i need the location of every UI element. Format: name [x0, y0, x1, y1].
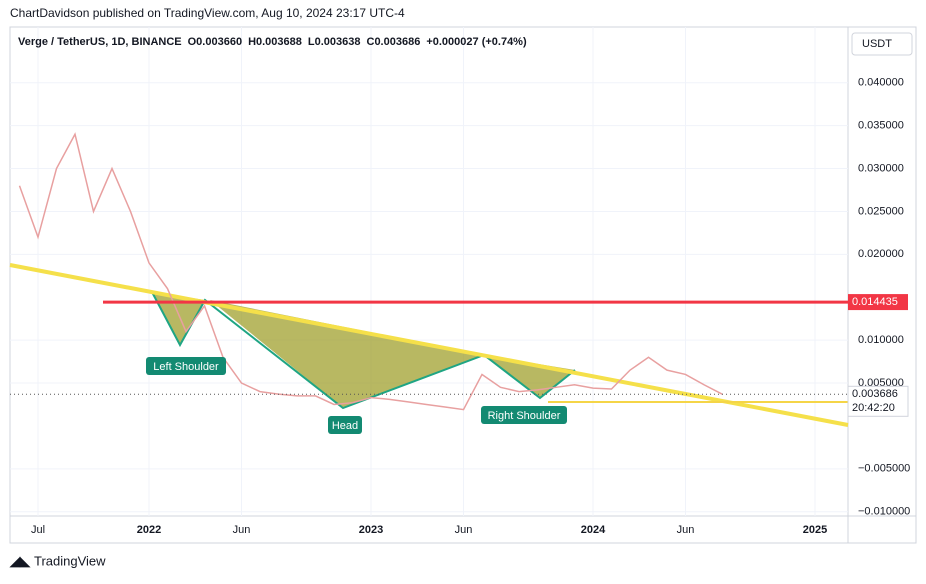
- ohlc-value: +0.000027 (+0.74%): [426, 36, 527, 48]
- legend: Verge / TetherUS, 1D, BINANCE O0.003660 H0…: [18, 36, 527, 48]
- ohlc-value: C0.003686: [367, 36, 421, 48]
- x-tick-label: Jun: [233, 524, 251, 536]
- countdown: 20:42:20: [852, 402, 895, 414]
- left-shoulder-area: [152, 292, 205, 345]
- last-price-label: 0.003686: [852, 388, 898, 400]
- currency-button[interactable]: [851, 32, 913, 56]
- x-tick-label: Jun: [455, 524, 473, 536]
- y-tick-label: 0.010000: [858, 334, 904, 346]
- logo-mark: ◢◣: [9, 553, 31, 568]
- symbol: Verge / TetherUS, 1D, BINANCE: [18, 36, 182, 48]
- ohlc-value: H0.003688: [248, 36, 302, 48]
- annotation-text: Left Shoulder: [153, 361, 219, 373]
- annotation-text: Right Shoulder: [488, 410, 561, 422]
- head-area: [210, 300, 484, 408]
- ohlc-value: L0.003638: [308, 36, 361, 48]
- y-tick-label: 0.035000: [858, 120, 904, 132]
- level-tag: [848, 294, 908, 311]
- x-tick-label: Jun: [677, 524, 695, 536]
- x-tick-label: 2025: [803, 524, 827, 536]
- price-line: [18, 132, 723, 411]
- x-tick-label: 2022: [137, 524, 161, 536]
- y-tick-label: −0.010000: [858, 506, 910, 518]
- annotation-text: Head: [332, 420, 358, 432]
- x-tick-label: 2024: [581, 524, 606, 536]
- currency-label: USDT: [862, 38, 892, 50]
- level-label: 0.014435: [852, 296, 898, 308]
- y-tick-label: −0.005000: [858, 463, 910, 475]
- ohlc-value: O0.003660: [188, 36, 242, 48]
- annotation: Left Shoulder: [146, 357, 226, 375]
- annotation: Head: [328, 416, 362, 434]
- pattern-outline: [151, 291, 576, 410]
- x-tick-label: Jul: [31, 524, 45, 536]
- y-tick-label: 0.030000: [858, 162, 904, 174]
- trendline: [9, 263, 849, 427]
- y-tick-label: 0.040000: [858, 77, 904, 89]
- annotation: Right Shoulder: [481, 406, 567, 424]
- byline: ChartDavidson published on TradingView.c…: [10, 6, 405, 20]
- last-price-tag: [847, 385, 909, 417]
- x-tick-label: 2023: [359, 524, 383, 536]
- footer-brand: TradingView: [34, 553, 106, 568]
- y-tick-label: 0.025000: [858, 205, 904, 217]
- y-tick-label: 0.020000: [858, 248, 904, 260]
